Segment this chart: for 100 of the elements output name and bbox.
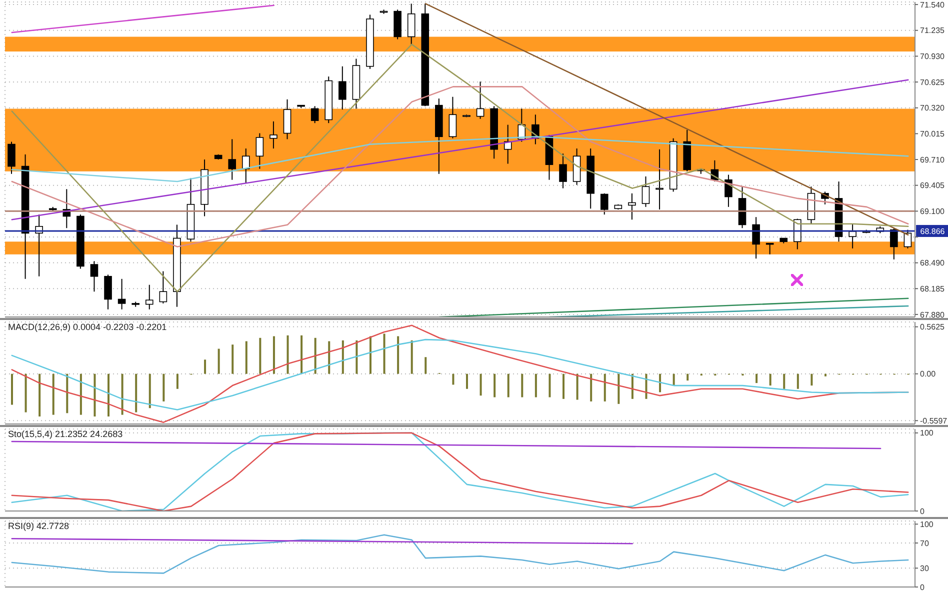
candlestick	[642, 176, 650, 208]
candlestick	[310, 106, 319, 124]
bar	[108, 374, 110, 416]
ref-line-label: 68.866	[920, 226, 946, 236]
bar	[162, 374, 165, 402]
bar	[121, 374, 124, 415]
bar	[232, 344, 234, 374]
candlestick	[890, 228, 898, 260]
y-tick-label: 68.490	[920, 258, 946, 268]
candlestick	[628, 192, 636, 220]
bar	[286, 335, 289, 374]
bar	[576, 374, 578, 400]
bar	[796, 374, 799, 389]
bar	[94, 374, 96, 416]
candlestick	[407, 3, 416, 45]
bar	[356, 340, 358, 374]
bar	[369, 336, 372, 374]
candlestick	[8, 141, 16, 174]
bar	[824, 374, 826, 376]
bar	[272, 336, 275, 374]
bar	[218, 348, 220, 374]
bar	[383, 334, 386, 374]
line-series	[11, 44, 909, 292]
bar	[466, 374, 468, 389]
line-series	[11, 86, 909, 248]
y-tick-label: 70	[920, 538, 930, 548]
candlestick	[559, 153, 567, 189]
candlestick	[159, 270, 168, 304]
bar	[314, 338, 316, 374]
y-tick-label: 70.625	[920, 78, 946, 87]
y-tick-label: 0.5625	[920, 322, 946, 332]
bar	[769, 374, 772, 386]
bar	[397, 336, 400, 374]
bar	[410, 340, 413, 374]
bar	[590, 374, 592, 402]
y-tick-label: 0	[920, 582, 925, 592]
bar	[424, 357, 427, 374]
line-series	[11, 338, 909, 410]
bar	[548, 374, 551, 398]
candlestick	[145, 284, 154, 310]
chart-title: Sto(15,5,4) 21.2352 24.2683	[8, 429, 123, 439]
y-tick-label: 69.405	[920, 181, 946, 190]
chart-title: MACD(12,26,9) 0.0004 -0.2203 -0.2201	[8, 322, 167, 332]
bar	[659, 374, 662, 392]
y-tick-label: 30	[920, 564, 930, 573]
bar	[534, 374, 537, 398]
bar	[300, 335, 303, 374]
bar	[342, 340, 344, 374]
y-tick-label: 70.930	[920, 52, 946, 62]
line-series	[11, 534, 909, 574]
bar	[328, 341, 330, 374]
bar	[618, 374, 620, 404]
bar	[38, 374, 41, 416]
candlestick	[338, 66, 346, 110]
bar	[452, 374, 454, 385]
candlestick	[90, 260, 98, 292]
bar	[672, 374, 675, 386]
y-tick-label: 0	[920, 506, 925, 516]
bar	[52, 374, 54, 415]
candlestick	[600, 192, 608, 216]
y-tick-label: 100	[920, 520, 934, 529]
bar	[507, 374, 510, 398]
candlestick	[448, 96, 457, 139]
candlestick	[256, 132, 264, 170]
candlestick	[118, 278, 126, 310]
candlestick	[228, 138, 236, 180]
y-tick-label: 71.540	[920, 0, 946, 10]
bar	[480, 374, 482, 396]
y-tick-label: 0.00	[920, 370, 936, 379]
bar	[783, 374, 786, 389]
y-tick-label: -0.5597	[920, 416, 948, 426]
bar	[259, 338, 262, 374]
candlestick	[270, 120, 278, 149]
bar	[148, 374, 151, 408]
y-tick-label: 70.320	[920, 104, 946, 113]
bar	[562, 374, 565, 399]
candlestick	[283, 98, 292, 140]
y-tick-label: 67.880	[920, 310, 946, 320]
bar	[204, 360, 206, 374]
bar	[24, 374, 27, 412]
candlestick	[752, 216, 760, 260]
bar	[176, 374, 178, 389]
bar	[66, 374, 68, 414]
bar	[11, 374, 13, 405]
bar	[80, 374, 82, 415]
y-tick-label: 69.100	[920, 206, 946, 216]
bar	[686, 374, 689, 381]
candlestick	[242, 148, 250, 184]
bar	[494, 374, 496, 398]
bar	[521, 374, 524, 398]
candlestick	[848, 223, 856, 249]
bar	[604, 374, 606, 402]
candlestick	[104, 274, 112, 310]
candlestick	[476, 81, 484, 120]
bar	[245, 341, 248, 374]
bar	[756, 374, 758, 384]
y-tick-label: 70.015	[920, 130, 946, 139]
y-tick-label: 69.710	[920, 155, 946, 164]
bar	[810, 374, 813, 386]
chart-title: RSI(9) 42.7728	[8, 521, 70, 531]
